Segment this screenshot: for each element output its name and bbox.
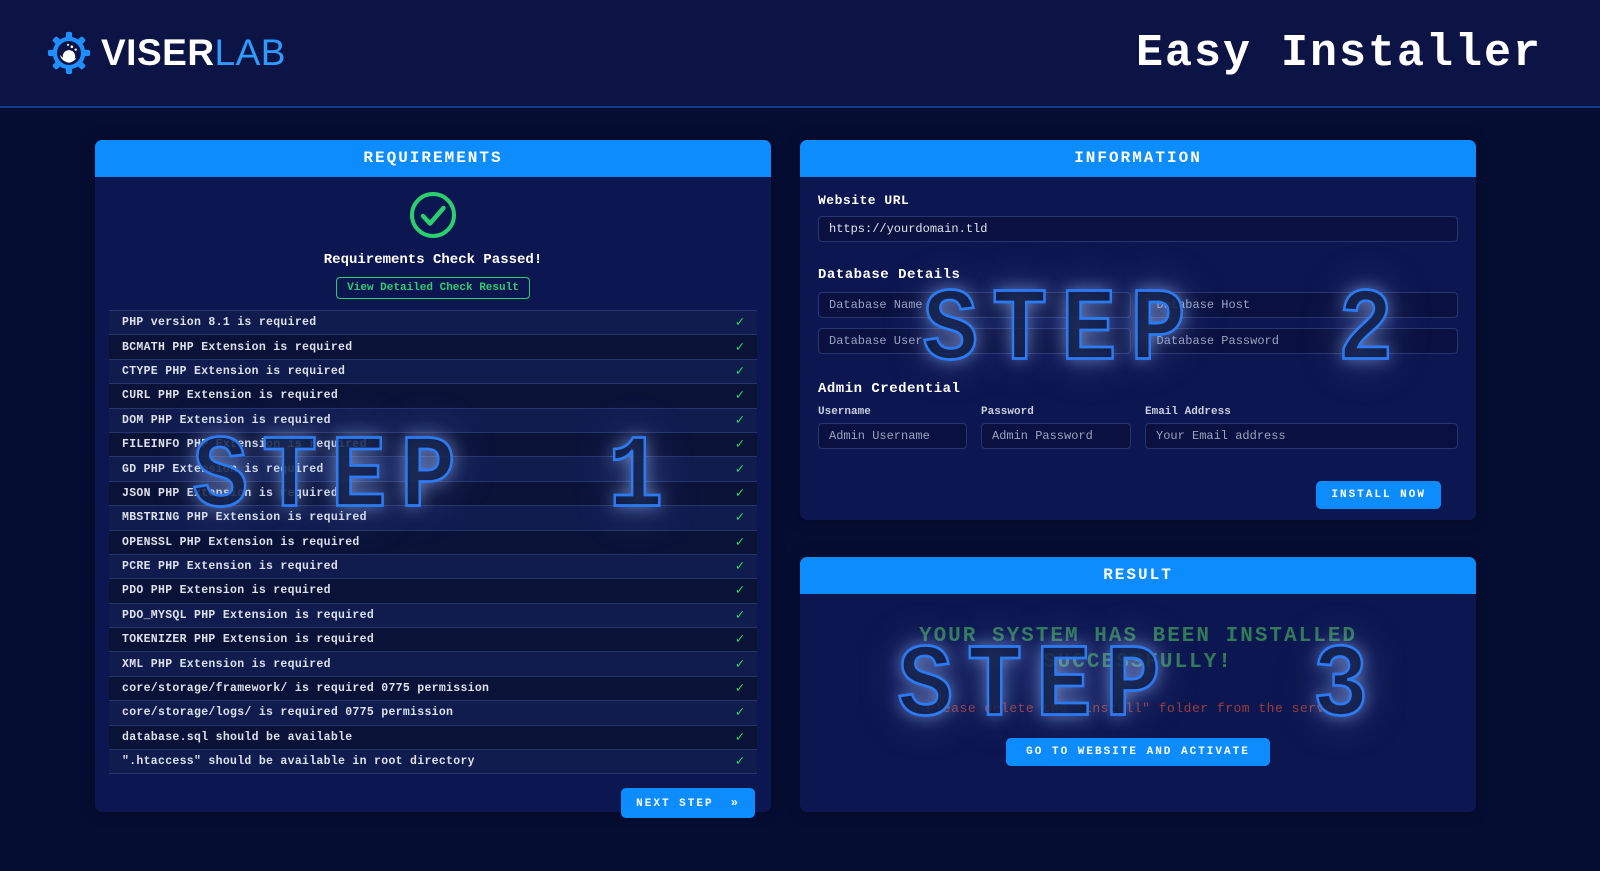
check-icon: ✓ xyxy=(735,510,744,527)
requirement-row: database.sql should be available ✓ xyxy=(109,725,757,751)
requirement-row: DOM PHP Extension is required ✓ xyxy=(109,408,757,433)
website-url-input[interactable] xyxy=(818,216,1458,242)
check-icon: ✓ xyxy=(735,583,744,600)
database-password-input[interactable] xyxy=(1145,328,1458,354)
requirement-label: PDO_MYSQL PHP Extension is required xyxy=(122,608,375,622)
double-chevron-right-icon: » xyxy=(730,796,740,811)
check-icon: ✓ xyxy=(735,339,744,356)
requirement-row: CTYPE PHP Extension is required ✓ xyxy=(109,359,757,385)
delete-install-folder-note: Please delete the "install" folder from … xyxy=(926,700,1350,716)
database-fields xyxy=(818,292,1458,354)
admin-username-input[interactable] xyxy=(818,423,967,449)
check-icon: ✓ xyxy=(735,461,744,478)
go-to-website-button[interactable]: GO TO WEBSITE AND ACTIVATE xyxy=(1006,737,1270,766)
check-icon: ✓ xyxy=(735,485,744,502)
requirement-label: core/storage/framework/ is required 0775… xyxy=(122,682,490,696)
requirement-label: ".htaccess" should be available in root … xyxy=(122,755,475,769)
requirements-panel-header: REQUIREMENTS xyxy=(95,140,771,177)
check-icon: ✓ xyxy=(735,412,744,429)
requirement-row: CURL PHP Extension is required ✓ xyxy=(109,384,757,409)
check-icon: ✓ xyxy=(735,632,744,649)
requirement-label: PCRE PHP Extension is required xyxy=(122,560,339,574)
requirement-label: OPENSSL PHP Extension is required xyxy=(122,535,360,549)
topbar: VISERLAB Easy Installer xyxy=(0,0,1600,108)
check-icon: ✓ xyxy=(735,437,744,454)
check-icon: ✓ xyxy=(735,705,744,722)
requirement-label: DOM PHP Extension is required xyxy=(122,413,331,427)
database-name-input[interactable] xyxy=(818,292,1131,318)
result-panel: RESULT YOUR SYSTEM HAS BEEN INSTALLED SU… xyxy=(800,557,1476,812)
result-panel-header: RESULT xyxy=(800,557,1476,594)
requirement-row: TOKENIZER PHP Extension is required ✓ xyxy=(109,628,757,653)
requirement-row: FILEINFO PHP Extension is required ✓ xyxy=(109,432,757,458)
next-step-button[interactable]: NEXT STEP » xyxy=(621,788,755,819)
requirement-row: JSON PHP Extension is required ✓ xyxy=(109,481,757,507)
admin-credential-label: Admin Credential xyxy=(818,381,961,397)
requirement-label: PHP version 8.1 is required xyxy=(122,316,317,330)
requirements-list: PHP version 8.1 is required ✓ BCMATH PHP… xyxy=(109,310,757,775)
check-icon: ✓ xyxy=(735,559,744,576)
requirement-row: core/storage/logs/ is required 0775 perm… xyxy=(109,701,757,726)
logo-lab: LAB xyxy=(214,32,286,73)
username-label: Username xyxy=(818,406,871,418)
requirements-panel: REQUIREMENTS Requirements Check Passed! … xyxy=(95,140,771,819)
check-icon: ✓ xyxy=(735,607,744,624)
requirement-label: core/storage/logs/ is required 0775 perm… xyxy=(122,706,454,720)
logo-text: VISERLAB xyxy=(101,32,286,74)
requirement-row: XML PHP Extension is required ✓ xyxy=(109,652,757,677)
check-icon: ✓ xyxy=(735,363,744,380)
requirement-row: PHP version 8.1 is required ✓ xyxy=(109,311,757,336)
logo-viser: VISER xyxy=(101,32,215,73)
check-icon: ✓ xyxy=(735,729,744,746)
requirement-label: MBSTRING PHP Extension is required xyxy=(122,511,367,525)
requirement-row: GD PHP Extension is required ✓ xyxy=(109,457,757,482)
password-label: Password xyxy=(981,406,1034,418)
database-user-input[interactable] xyxy=(818,328,1131,354)
information-panel-header: INFORMATION xyxy=(800,140,1476,177)
install-success-message: YOUR SYSTEM HAS BEEN INSTALLED SUCCESSFU… xyxy=(918,625,1358,675)
check-icon: ✓ xyxy=(735,681,744,698)
database-details-label: Database Details xyxy=(818,267,961,283)
information-panel: INFORMATION Website URL Database Details… xyxy=(800,140,1476,520)
requirement-row: PDO PHP Extension is required ✓ xyxy=(109,579,757,604)
admin-email-input[interactable] xyxy=(1145,423,1458,449)
admin-fields: Username Password Email Address xyxy=(818,406,1458,449)
gear-logo-icon xyxy=(46,30,92,76)
requirement-label: database.sql should be available xyxy=(122,730,353,744)
requirements-status: Requirements Check Passed! xyxy=(323,252,543,268)
requirement-label: CURL PHP Extension is required xyxy=(122,389,339,403)
requirement-label: TOKENIZER PHP Extension is required xyxy=(122,633,375,647)
requirement-label: CTYPE PHP Extension is required xyxy=(122,364,346,378)
check-icon: ✓ xyxy=(735,315,744,332)
requirement-row: BCMATH PHP Extension is required ✓ xyxy=(109,335,757,360)
website-url-label: Website URL xyxy=(818,193,910,208)
view-detailed-check-result-button[interactable]: View Detailed Check Result xyxy=(336,277,530,299)
check-icon: ✓ xyxy=(735,388,744,405)
requirement-label: BCMATH PHP Extension is required xyxy=(122,340,353,354)
admin-password-input[interactable] xyxy=(981,423,1131,449)
email-address-label: Email Address xyxy=(1145,406,1231,418)
check-icon: ✓ xyxy=(735,754,744,771)
requirement-label: GD PHP Extension is required xyxy=(122,462,324,476)
check-icon: ✓ xyxy=(735,656,744,673)
requirement-label: FILEINFO PHP Extension is required xyxy=(122,438,367,452)
check-circle-icon xyxy=(95,190,771,245)
requirement-row: ".htaccess" should be available in root … xyxy=(109,750,757,775)
requirement-label: XML PHP Extension is required xyxy=(122,657,331,671)
requirement-label: JSON PHP Extension is required xyxy=(122,486,339,500)
requirement-row: core/storage/framework/ is required 0775… xyxy=(109,676,757,702)
requirement-label: PDO PHP Extension is required xyxy=(122,584,331,598)
database-host-input[interactable] xyxy=(1145,292,1458,318)
viserlab-logo: VISERLAB xyxy=(46,30,286,76)
requirement-row: OPENSSL PHP Extension is required ✓ xyxy=(109,530,757,555)
requirement-row: PDO_MYSQL PHP Extension is required ✓ xyxy=(109,603,757,629)
page-title: Easy Installer xyxy=(1135,27,1542,79)
install-now-button[interactable]: INSTALL NOW xyxy=(1316,481,1441,509)
requirement-row: PCRE PHP Extension is required ✓ xyxy=(109,554,757,580)
check-icon: ✓ xyxy=(735,534,744,551)
requirement-row: MBSTRING PHP Extension is required ✓ xyxy=(109,506,757,531)
next-step-label: NEXT STEP xyxy=(636,798,714,811)
